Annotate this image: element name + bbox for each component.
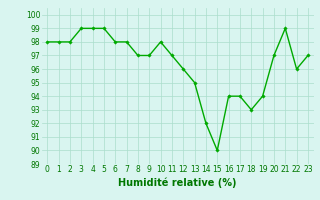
X-axis label: Humidité relative (%): Humidité relative (%) <box>118 177 237 188</box>
